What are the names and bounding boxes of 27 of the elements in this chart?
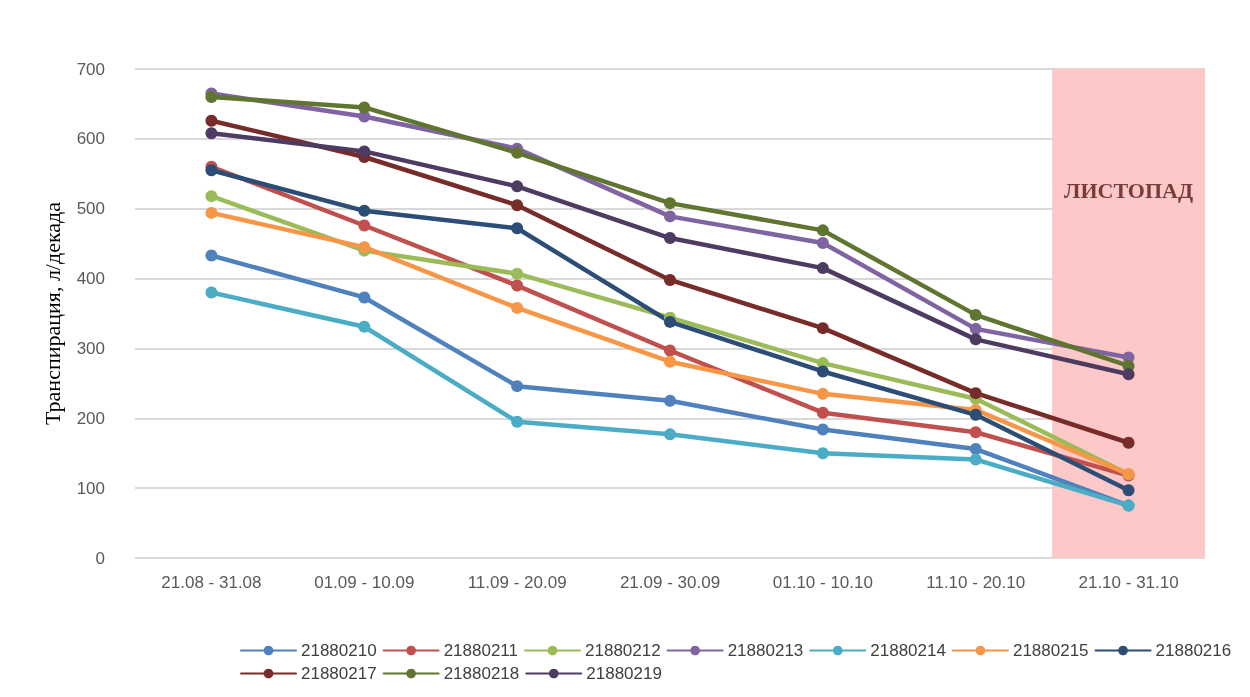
- y-tick-label: 700: [76, 59, 105, 79]
- legend-label: 21880217: [301, 664, 377, 683]
- x-tick-label: 01.10 - 10.10: [772, 573, 873, 592]
- y-tick-label: 100: [76, 478, 105, 498]
- legend-label: 21880213: [727, 641, 804, 660]
- legend-label: 21880211: [443, 641, 519, 660]
- y-tick-label: 400: [76, 269, 105, 289]
- legend-label: 21880219: [586, 664, 662, 683]
- x-tick-label: 21.08 - 31.08: [161, 573, 262, 592]
- band-label: ЛИСТОПАД: [1064, 177, 1194, 203]
- legend-label: 21880216: [1155, 641, 1232, 660]
- y-tick-label: 0: [95, 548, 105, 568]
- y-axis-title: Транспирация, л/декада: [39, 201, 65, 426]
- x-tick-label: 11.09 - 20.09: [467, 573, 567, 592]
- legend-label: 21880212: [585, 641, 661, 660]
- legend-label: 21880218: [443, 664, 520, 683]
- legend-label: 21880210: [301, 641, 377, 660]
- x-tick-label: 21.10 - 31.10: [1078, 573, 1179, 592]
- x-tick-label: 01.09 - 10.09: [314, 573, 415, 592]
- y-tick-label: 600: [76, 129, 105, 149]
- legend-label: 21880215: [1012, 641, 1089, 660]
- legend-label: 21880214: [870, 641, 946, 660]
- x-tick-label: 21.09 - 30.09: [619, 573, 721, 592]
- y-tick-label: 300: [76, 338, 105, 358]
- x-tick-label: 11.10 - 20.10: [926, 573, 1026, 592]
- y-tick-label: 200: [76, 408, 105, 428]
- y-tick-label: 500: [76, 199, 105, 219]
